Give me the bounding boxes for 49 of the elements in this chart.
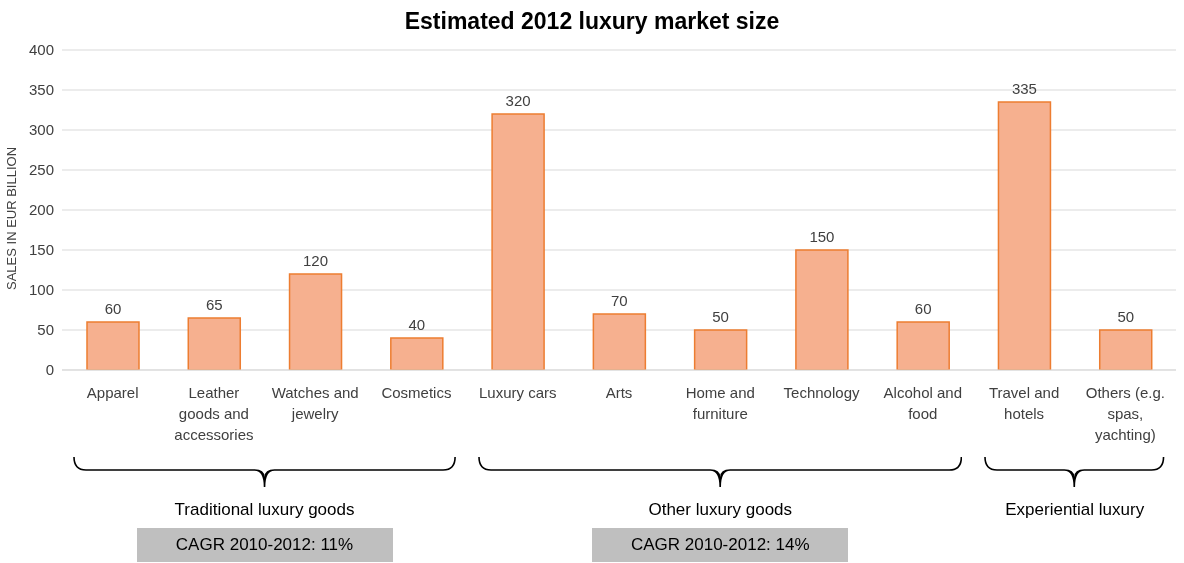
- data-label: 320: [505, 92, 531, 109]
- bar: [997, 101, 1052, 370]
- x-tick-label: Apparel: [86, 384, 139, 401]
- bar: [1098, 329, 1153, 370]
- y-tick-label: 0: [45, 361, 54, 379]
- bar: [491, 113, 545, 370]
- bar: [896, 321, 950, 370]
- x-tick-label: Home and furniture: [685, 384, 755, 422]
- y-tick-label: 150: [28, 241, 54, 259]
- y-tick-label: 400: [28, 41, 54, 59]
- bar: [592, 313, 647, 370]
- data-label: 50: [1117, 308, 1135, 325]
- data-label: 60: [104, 300, 122, 317]
- text: Experiential luxury: [1004, 500, 1146, 520]
- data-label: 335: [1011, 80, 1037, 97]
- data-label: 60: [914, 300, 932, 317]
- text: CAGR 2010-2012: 11%: [136, 528, 393, 562]
- x-tick-label: Watches and jewelry: [271, 384, 359, 422]
- y-tick-label: 300: [28, 121, 54, 139]
- bar: [187, 317, 242, 370]
- bar: [693, 329, 748, 370]
- x-tick-label: Travel and hotels: [988, 384, 1060, 422]
- x-tick-label: Technology: [783, 384, 860, 401]
- x-tick-label: Cosmetics: [381, 384, 452, 401]
- chart-title: Estimated 2012 luxury market size: [403, 8, 781, 35]
- y-tick-label: 50: [37, 321, 54, 339]
- bar: [390, 337, 444, 370]
- text: Traditional luxury goods: [173, 500, 356, 520]
- x-tick-label: Arts: [605, 384, 633, 401]
- x-tick-label: Others (e.g. spas, yachting): [1085, 384, 1165, 443]
- data-label: 150: [809, 228, 835, 245]
- x-tick-label: Luxury cars: [478, 384, 557, 401]
- y-tick-label: 250: [28, 161, 54, 179]
- data-label: 65: [205, 296, 223, 313]
- data-label: 70: [611, 292, 628, 309]
- x-tick-label: Alcohol and food: [883, 384, 963, 422]
- bar: [288, 273, 343, 370]
- x-tick-label: Leather goods and accessories: [174, 384, 254, 443]
- y-tick-label: 350: [28, 81, 54, 99]
- data-label: 120: [303, 252, 329, 269]
- bar: [86, 321, 140, 370]
- text: Other luxury goods: [647, 500, 794, 520]
- y-tick-label: 200: [28, 201, 54, 219]
- y-tick-label: 100: [28, 281, 54, 299]
- text: CAGR 2010-2012: 14%: [592, 528, 849, 562]
- y-axis-title: SALES IN EUR BILLION: [3, 146, 19, 290]
- data-label: 40: [408, 316, 426, 333]
- data-label: 50: [712, 308, 729, 325]
- bar: [795, 249, 849, 370]
